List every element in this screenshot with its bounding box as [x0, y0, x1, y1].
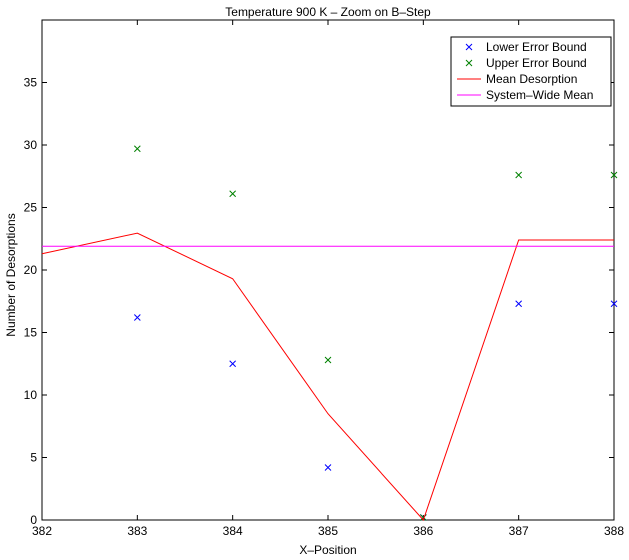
- data-point-lower-error-bound: [324, 464, 332, 471]
- legend-label: System–Wide Mean: [486, 88, 593, 102]
- series-line-mean-desorption: [41, 232, 614, 521]
- data-point-upper-error-bound: [515, 171, 523, 179]
- data-point-upper-error-bound: [610, 171, 618, 179]
- legend: Lower Error Bound Upper Error Bound Mean D…: [450, 36, 612, 107]
- y-tick-label: 15: [24, 326, 38, 340]
- y-tick-label: 35: [24, 76, 38, 90]
- y-tick-label: 10: [24, 388, 38, 402]
- x-tick-label: 384: [223, 524, 243, 538]
- data-point-lower-error-bound: [515, 300, 523, 308]
- data-point-lower-error-bound: [229, 360, 237, 368]
- data-point-upper-error-bound: [324, 356, 332, 364]
- y-axis-label: Number of Desorptions: [4, 213, 18, 336]
- data-point-lower-error-bound: [610, 300, 618, 308]
- legend-marker-icon: [465, 43, 473, 51]
- y-tick-label: 5: [30, 451, 37, 465]
- x-axis-label: X–Position: [299, 543, 356, 557]
- legend-marker-icon: [465, 59, 473, 67]
- chart-title: Temperature 900 K – Zoom on B–Step: [225, 5, 431, 19]
- data-point-upper-error-bound: [133, 145, 141, 153]
- x-tick-label: 386: [413, 524, 433, 538]
- data-point-upper-error-bound: [229, 190, 237, 198]
- data-point-lower-error-bound: [133, 314, 141, 321]
- x-tick-label: 388: [604, 524, 624, 538]
- x-tick-label: 383: [127, 524, 147, 538]
- y-tick-label: 0: [30, 513, 37, 527]
- x-tick-label: 387: [509, 524, 529, 538]
- y-tick-label: 25: [24, 201, 38, 215]
- y-tick-label: 30: [24, 138, 38, 152]
- legend-label: Upper Error Bound: [486, 56, 587, 70]
- legend-label: Mean Desorption: [486, 72, 577, 86]
- x-tick-label: 385: [318, 524, 338, 538]
- y-tick-label: 20: [24, 263, 38, 277]
- legend-label: Lower Error Bound: [486, 40, 587, 54]
- x-tick-label: 382: [32, 524, 52, 538]
